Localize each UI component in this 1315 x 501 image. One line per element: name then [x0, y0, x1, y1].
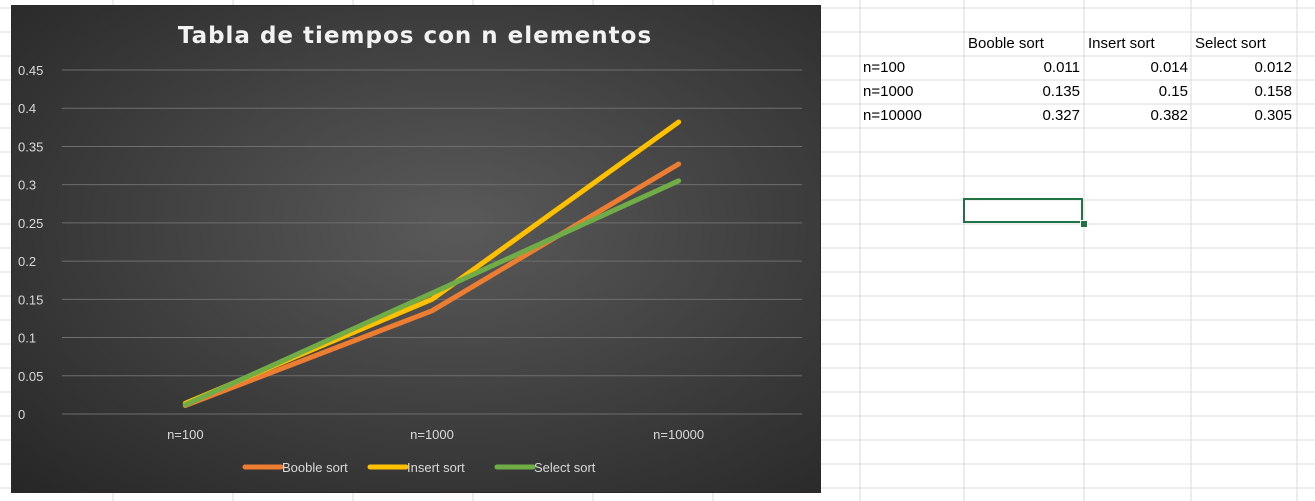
- header-insert-sort[interactable]: Insert sort: [1088, 35, 1155, 52]
- legend-label: Select sort: [534, 460, 596, 475]
- y-tick-label: 0.15: [18, 292, 43, 307]
- legend-label: Insert sort: [407, 460, 465, 475]
- selected-cell[interactable]: [963, 198, 1083, 223]
- y-tick-label: 0.05: [18, 369, 43, 384]
- cell-n1000-select[interactable]: 0.158: [1254, 83, 1292, 100]
- header-booble-sort[interactable]: Booble sort: [968, 35, 1044, 52]
- series-line-2[interactable]: [182, 178, 682, 408]
- line-chart[interactable]: Tabla de tiempos con n elementos 0 0.05 0.…: [12, 6, 820, 492]
- cell-n1000-booble[interactable]: 0.135: [1042, 83, 1080, 100]
- y-tick-label: 0.2: [18, 254, 36, 269]
- header-select-sort[interactable]: Select sort: [1195, 35, 1266, 52]
- cell-n1000-insert[interactable]: 0.15: [1158, 83, 1188, 100]
- y-tick-label: 0.3: [18, 178, 36, 193]
- x-axis-ticks: n=100 n=1000 n=10000: [167, 427, 704, 442]
- y-tick-label: 0.35: [18, 139, 43, 154]
- cell-n100-select[interactable]: 0.012: [1254, 59, 1292, 76]
- cell-n100-booble[interactable]: 0.011: [1043, 59, 1080, 76]
- x-tick-label: n=100: [167, 427, 204, 442]
- chart-legend: Booble sort Insert sort Select sort: [242, 460, 596, 475]
- series-lines: [182, 119, 682, 409]
- chart-gridlines: [62, 69, 802, 415]
- row-label-n10000[interactable]: n=10000: [863, 107, 922, 124]
- y-tick-label: 0.1: [18, 331, 36, 346]
- y-tick-label: 0: [18, 407, 25, 422]
- x-tick-label: n=1000: [410, 427, 454, 442]
- row-label-n100[interactable]: n=100: [863, 59, 906, 76]
- y-tick-label: 0.4: [18, 101, 36, 116]
- fill-handle[interactable]: [1080, 220, 1088, 228]
- cell-n10000-select[interactable]: 0.305: [1254, 107, 1292, 124]
- cell-n10000-booble[interactable]: 0.327: [1042, 107, 1080, 124]
- chart-svg: Tabla de tiempos con n elementos 0 0.05 0.…: [18, 23, 802, 475]
- x-tick-label: n=10000: [653, 427, 704, 442]
- series-line-0[interactable]: [182, 161, 682, 409]
- legend-label: Booble sort: [282, 460, 348, 475]
- chart-title: Tabla de tiempos con n elementos: [178, 23, 652, 49]
- y-axis-ticks: 0 0.05 0.1 0.15 0.2 0.25 0.3 0.35 0.4 0.45: [18, 63, 43, 422]
- series-line-1[interactable]: [182, 119, 682, 406]
- cell-n10000-insert[interactable]: 0.382: [1150, 107, 1188, 124]
- row-label-n1000[interactable]: n=1000: [863, 83, 914, 100]
- cell-n100-insert[interactable]: 0.014: [1150, 59, 1188, 76]
- y-tick-label: 0.25: [18, 216, 43, 231]
- y-tick-label: 0.45: [18, 63, 43, 78]
